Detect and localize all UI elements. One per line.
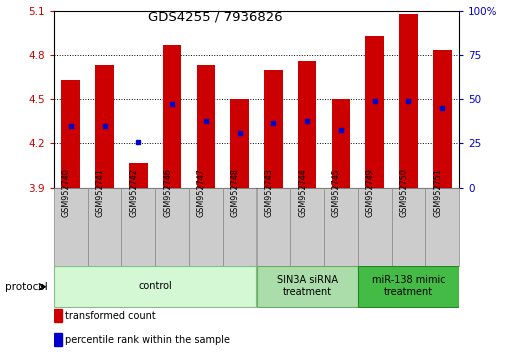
Bar bbox=[324, 188, 358, 266]
Bar bbox=[54, 333, 62, 346]
Bar bbox=[196, 65, 215, 188]
Bar bbox=[122, 188, 155, 266]
Text: GSM952743: GSM952743 bbox=[264, 168, 273, 217]
Text: miR-138 mimic
treatment: miR-138 mimic treatment bbox=[371, 275, 445, 297]
Text: control: control bbox=[139, 281, 172, 291]
Text: transformed count: transformed count bbox=[65, 311, 156, 321]
Bar bbox=[358, 266, 459, 307]
Text: GSM952746: GSM952746 bbox=[163, 168, 172, 217]
Bar bbox=[358, 188, 391, 266]
Bar bbox=[223, 188, 256, 266]
Bar bbox=[155, 188, 189, 266]
Bar bbox=[95, 65, 114, 188]
Bar bbox=[54, 188, 88, 266]
Bar bbox=[62, 80, 80, 188]
Bar bbox=[264, 70, 283, 188]
Bar bbox=[189, 188, 223, 266]
Text: GSM952740: GSM952740 bbox=[62, 168, 71, 217]
Text: GSM952741: GSM952741 bbox=[95, 168, 105, 217]
Bar bbox=[256, 266, 358, 307]
Bar bbox=[425, 188, 459, 266]
Text: SIN3A siRNA
treatment: SIN3A siRNA treatment bbox=[277, 275, 338, 297]
Bar bbox=[163, 45, 182, 188]
Text: percentile rank within the sample: percentile rank within the sample bbox=[65, 335, 230, 345]
Text: GSM952742: GSM952742 bbox=[129, 168, 139, 217]
Bar bbox=[129, 162, 148, 188]
Bar bbox=[256, 188, 290, 266]
Text: GSM952745: GSM952745 bbox=[332, 168, 341, 217]
Bar bbox=[88, 188, 122, 266]
Text: GSM952750: GSM952750 bbox=[400, 168, 408, 217]
Bar bbox=[290, 188, 324, 266]
Bar bbox=[331, 99, 350, 188]
Bar bbox=[399, 13, 418, 188]
Bar bbox=[433, 50, 451, 188]
Bar bbox=[391, 188, 425, 266]
Text: GSM952751: GSM952751 bbox=[433, 168, 442, 217]
Bar bbox=[54, 309, 62, 322]
Text: protocol: protocol bbox=[5, 282, 48, 292]
Bar bbox=[230, 99, 249, 188]
Bar bbox=[365, 36, 384, 188]
Bar bbox=[54, 266, 256, 307]
Text: GSM952744: GSM952744 bbox=[298, 168, 307, 217]
Bar bbox=[298, 61, 317, 188]
Text: GDS4255 / 7936826: GDS4255 / 7936826 bbox=[148, 11, 283, 24]
Text: GSM952748: GSM952748 bbox=[231, 168, 240, 217]
Text: GSM952749: GSM952749 bbox=[366, 168, 374, 217]
Text: GSM952747: GSM952747 bbox=[197, 168, 206, 217]
